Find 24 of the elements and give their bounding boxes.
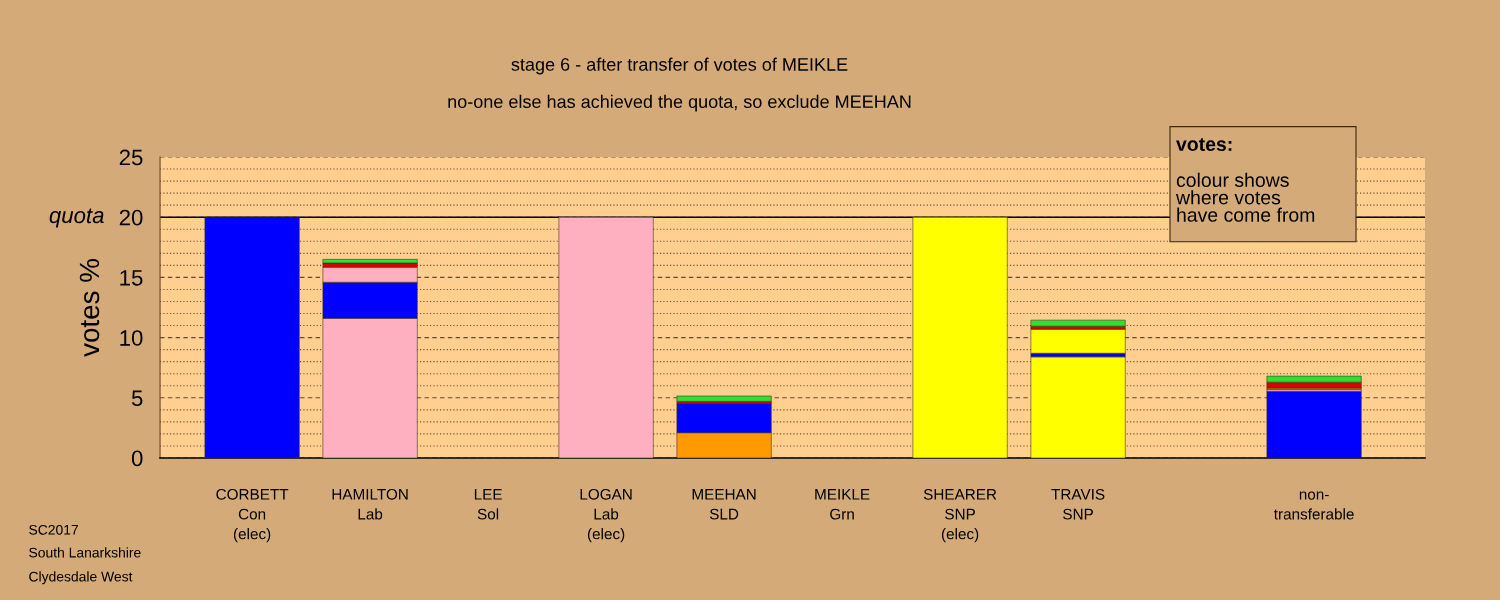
y-tick-label: 10 xyxy=(120,330,143,346)
y-tick-label: 25 xyxy=(119,149,143,166)
x-tick-label: MEIKLE Grn xyxy=(815,489,870,520)
y-tick-label: 20 xyxy=(119,209,143,226)
annotation: colour shows where votes have come from xyxy=(1175,172,1315,222)
x-tick-label: TRAVIS SNP xyxy=(1051,488,1105,520)
text: SC2017 xyxy=(29,524,78,535)
chart-title: stage 6 - after transfer of votes of MEIKLE xyxy=(511,57,848,75)
ref-line-label: quota xyxy=(49,208,104,228)
x-tick-label: LOGAN Lab (elec) xyxy=(580,488,632,543)
y-tick-label: 15 xyxy=(120,270,143,286)
x-tick-label: non- transferable xyxy=(1273,491,1354,520)
x-tick-label: LEE Sol xyxy=(474,489,502,520)
text: Clydesdale West xyxy=(29,571,133,585)
x-tick-label: HAMILTON Lab xyxy=(332,488,408,520)
y-axis-title: votes % xyxy=(79,259,100,357)
y-tick-label: 0 xyxy=(131,450,143,467)
text: South Lanarkshire xyxy=(29,547,141,558)
text: votes: xyxy=(1176,138,1232,152)
chart-subtitle: no-one else has achieved the quota, so exclude MEEHAN xyxy=(448,94,911,112)
x-tick-label: CORBETT Con (elec) xyxy=(216,488,289,543)
y-tick-label: 5 xyxy=(131,390,143,407)
x-tick-label: MEEHAN SLD xyxy=(692,489,756,520)
x-tick-label: SHEARER SNP (elec) xyxy=(923,488,997,543)
